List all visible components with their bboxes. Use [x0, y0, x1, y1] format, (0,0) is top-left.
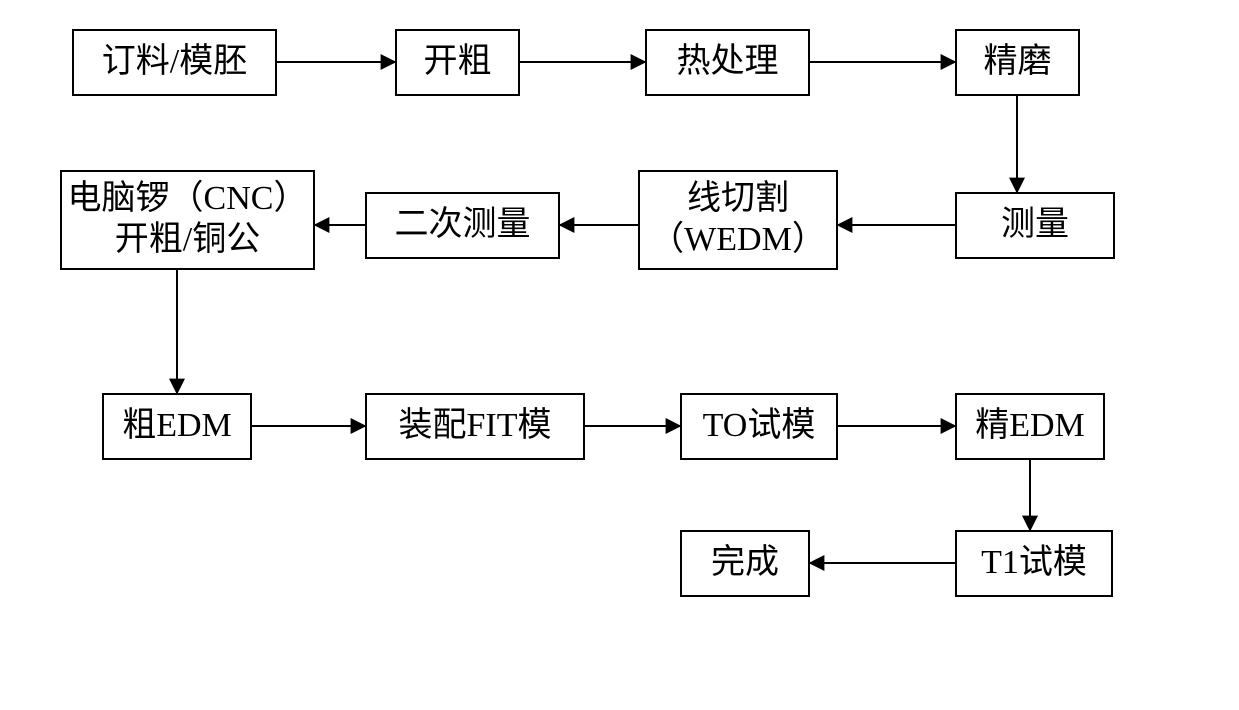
- flow-node-n2: 开粗: [395, 29, 520, 96]
- flow-node-n10: 装配FIT模: [365, 393, 585, 460]
- flowchart-canvas: 订料/模胚 开粗 热处理 精磨测量 线切割 （WEDM） 二次测量电脑锣（CNC） 开粗/…: [0, 0, 1239, 710]
- flow-node-n9: 粗EDM: [102, 393, 252, 460]
- flow-node-n1: 订料/模胚: [72, 29, 277, 96]
- flow-node-n4: 精磨: [955, 29, 1080, 96]
- flow-node-n3: 热处理: [645, 29, 810, 96]
- flow-node-n6: 线切割 （WEDM）: [638, 170, 838, 270]
- flow-node-n8: 电脑锣（CNC） 开粗/铜公: [60, 170, 315, 270]
- flow-node-n7: 二次测量: [365, 192, 560, 259]
- flow-node-n13: T1试模: [955, 530, 1113, 597]
- flow-node-n5: 测量: [955, 192, 1115, 259]
- flow-node-n11: TO试模: [680, 393, 838, 460]
- edges-layer: [0, 0, 1239, 710]
- flow-node-n12: 精EDM: [955, 393, 1105, 460]
- flow-node-n14: 完成: [680, 530, 810, 597]
